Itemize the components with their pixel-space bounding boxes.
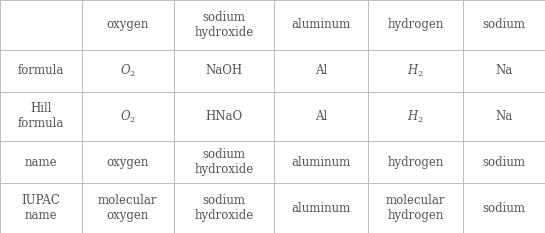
Text: hydrogen: hydrogen — [387, 156, 444, 169]
Text: Na: Na — [495, 110, 512, 123]
Text: hydrogen: hydrogen — [387, 18, 444, 31]
Text: Na: Na — [495, 64, 512, 77]
Text: sodium
hydroxide: sodium hydroxide — [194, 11, 253, 39]
Text: formula: formula — [18, 64, 64, 77]
Text: oxygen: oxygen — [107, 156, 149, 169]
Text: Al: Al — [315, 64, 328, 77]
Text: $H_2$: $H_2$ — [407, 108, 424, 125]
Text: aluminum: aluminum — [292, 156, 351, 169]
Text: $O_2$: $O_2$ — [120, 108, 136, 125]
Text: aluminum: aluminum — [292, 202, 351, 215]
Text: IUPAC
name: IUPAC name — [22, 194, 60, 222]
Text: molecular
hydrogen: molecular hydrogen — [386, 194, 445, 222]
Text: molecular
oxygen: molecular oxygen — [98, 194, 158, 222]
Text: sodium: sodium — [482, 18, 525, 31]
Text: aluminum: aluminum — [292, 18, 351, 31]
Text: HNaO: HNaO — [205, 110, 243, 123]
Text: NaOH: NaOH — [205, 64, 243, 77]
Text: Al: Al — [315, 110, 328, 123]
Text: sodium
hydroxide: sodium hydroxide — [194, 194, 253, 222]
Text: sodium
hydroxide: sodium hydroxide — [194, 148, 253, 176]
Text: sodium: sodium — [482, 156, 525, 169]
Text: $O_2$: $O_2$ — [120, 63, 136, 79]
Text: sodium: sodium — [482, 202, 525, 215]
Text: $H_2$: $H_2$ — [407, 63, 424, 79]
Text: Hill
formula: Hill formula — [18, 103, 64, 130]
Text: oxygen: oxygen — [107, 18, 149, 31]
Text: name: name — [25, 156, 57, 169]
